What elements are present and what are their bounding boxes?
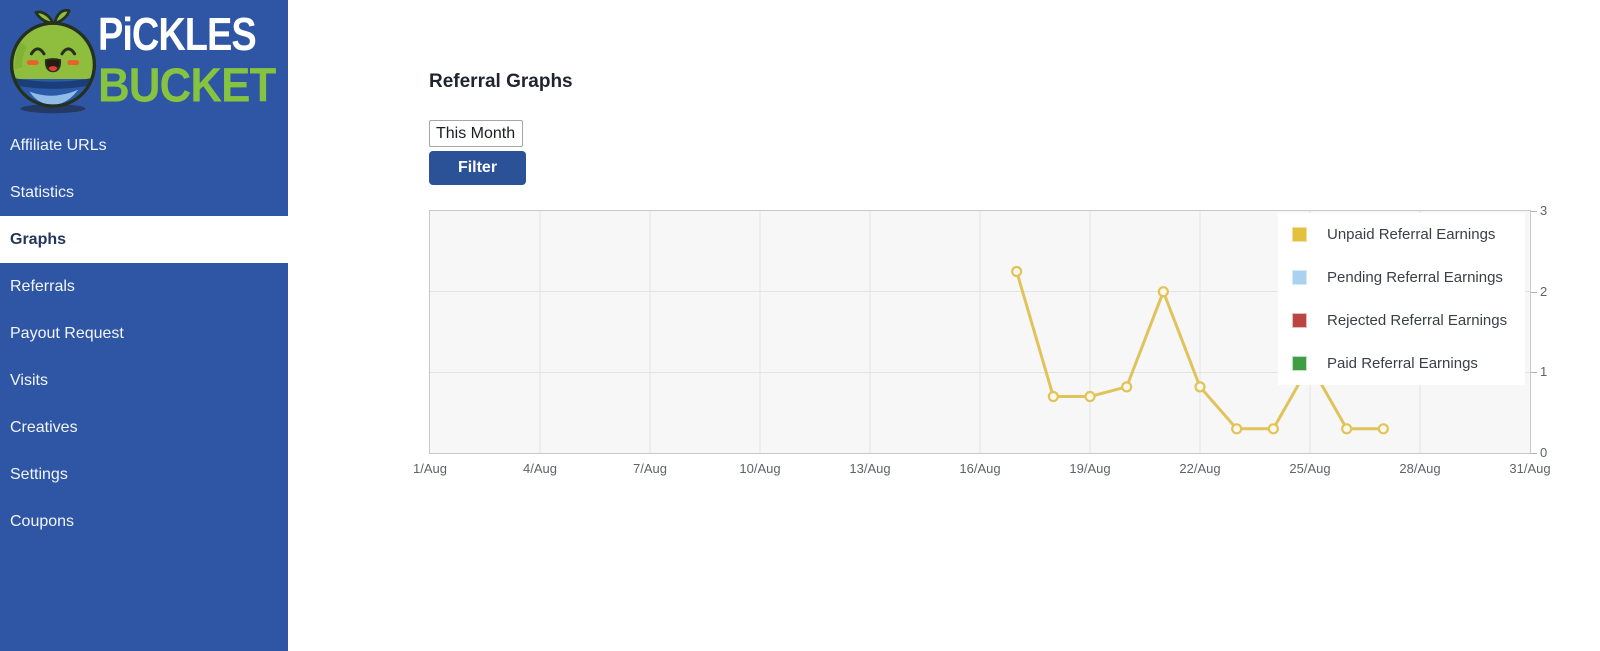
sidebar-item-label: Payout Request — [10, 325, 124, 342]
page-title: Referral Graphs — [429, 71, 573, 92]
legend-label: Unpaid Referral Earnings — [1327, 226, 1496, 243]
sidebar-item-coupons[interactable]: Coupons — [0, 498, 288, 545]
x-axis-tick-label: 13/Aug — [849, 461, 891, 476]
y-axis-tick-label: 3 — [1540, 203, 1548, 218]
referral-chart: Unpaid Referral Earnings Pending Referral… — [429, 210, 1531, 454]
legend-item-rejected-referral-earnings[interactable]: Rejected Referral Earnings — [1278, 299, 1525, 342]
x-axis-tick-label: 1/Aug — [413, 461, 447, 476]
x-axis-tick-label: 16/Aug — [959, 461, 1001, 476]
sidebar-item-payout-request[interactable]: Payout Request — [0, 310, 288, 357]
legend-swatch-icon — [1292, 227, 1307, 242]
y-axis-tick-label: 0 — [1540, 445, 1548, 460]
sidebar-item-label: Coupons — [10, 513, 75, 530]
legend-swatch-icon — [1292, 270, 1307, 285]
sidebar-item-label: Creatives — [10, 419, 78, 436]
legend-swatch-icon — [1292, 356, 1307, 371]
pickles-bucket-mascot-icon — [10, 8, 96, 114]
y-axis-tick-mark — [1531, 453, 1537, 454]
sidebar-item-label: Visits — [10, 372, 48, 389]
x-axis-tick-label: 25/Aug — [1289, 461, 1331, 476]
sidebar-item-label: Affiliate URLs — [10, 137, 107, 154]
x-axis-tick-label: 10/Aug — [739, 461, 781, 476]
sidebar-item-visits[interactable]: Visits — [0, 357, 288, 404]
chart-legend: Unpaid Referral Earnings Pending Referral… — [1278, 213, 1525, 385]
sidebar-item-statistics[interactable]: Statistics — [0, 169, 288, 216]
brand-name-bucket: BUCKET — [98, 58, 276, 113]
sidebar-item-creatives[interactable]: Creatives — [0, 404, 288, 451]
period-select[interactable]: This Month — [429, 120, 523, 147]
legend-swatch-icon — [1292, 313, 1307, 328]
x-axis-tick-label: 19/Aug — [1069, 461, 1111, 476]
logo[interactable]: PiCKLES BUCKET — [0, 0, 288, 120]
y-axis-tick-mark — [1531, 211, 1537, 212]
x-axis-tick-label: 4/Aug — [523, 461, 557, 476]
sidebar-item-label: Graphs — [10, 231, 67, 248]
brand-name-pickles: PiCKLES — [98, 9, 257, 61]
sidebar-item-affiliate-urls[interactable]: Affiliate URLs — [0, 122, 288, 169]
legend-item-paid-referral-earnings[interactable]: Paid Referral Earnings — [1278, 342, 1525, 385]
sidebar-item-referrals[interactable]: Referrals — [0, 263, 288, 310]
y-axis-tick-mark — [1531, 291, 1537, 293]
sidebar: PiCKLES BUCKET Affiliate URLs Statistics G… — [0, 0, 288, 651]
sidebar-item-graphs[interactable]: Graphs — [0, 216, 288, 263]
y-axis-tick-mark — [1531, 372, 1537, 374]
legend-label: Paid Referral Earnings — [1327, 355, 1478, 372]
y-axis-tick-label: 2 — [1540, 283, 1548, 299]
legend-label: Rejected Referral Earnings — [1327, 312, 1508, 329]
sidebar-item-label: Settings — [10, 466, 68, 483]
legend-item-pending-referral-earnings[interactable]: Pending Referral Earnings — [1278, 256, 1525, 299]
filter-button[interactable]: Filter — [429, 151, 526, 185]
x-axis-tick-label: 7/Aug — [633, 461, 667, 476]
x-axis-tick-label: 22/Aug — [1179, 461, 1221, 476]
legend-label: Pending Referral Earnings — [1327, 269, 1503, 286]
x-axis-tick-label: 31/Aug — [1509, 461, 1551, 476]
sidebar-item-label: Referrals — [10, 278, 75, 295]
sidebar-item-label: Statistics — [10, 184, 75, 201]
x-axis-tick-label: 28/Aug — [1399, 461, 1441, 476]
y-axis-tick-label: 1 — [1540, 364, 1548, 380]
legend-item-unpaid-referral-earnings[interactable]: Unpaid Referral Earnings — [1278, 213, 1525, 256]
sidebar-menu: Affiliate URLs Statistics Graphs Referrals P… — [0, 122, 288, 545]
sidebar-item-settings[interactable]: Settings — [0, 451, 288, 498]
